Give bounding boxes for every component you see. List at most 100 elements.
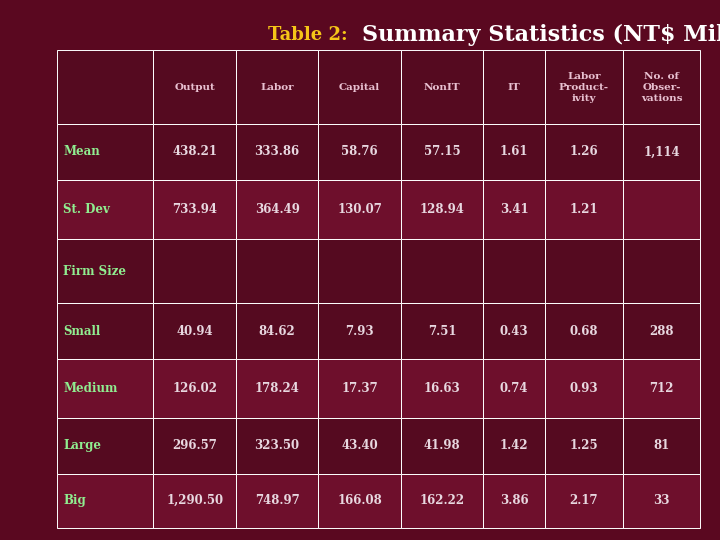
Text: 1.21: 1.21: [570, 203, 598, 216]
Text: 712: 712: [649, 382, 674, 395]
Text: 1.26: 1.26: [570, 145, 598, 158]
Text: Firm Size: Firm Size: [63, 265, 126, 278]
Bar: [623, 474, 700, 528]
Bar: [401, 124, 483, 180]
Text: 166.08: 166.08: [337, 494, 382, 507]
Bar: [401, 359, 483, 418]
Text: 17.37: 17.37: [341, 382, 378, 395]
Bar: [483, 474, 545, 528]
Text: NonIT: NonIT: [424, 83, 460, 92]
Bar: [545, 474, 623, 528]
Bar: [57, 474, 153, 528]
Bar: [236, 359, 318, 418]
Bar: [236, 303, 318, 359]
Bar: [623, 303, 700, 359]
Text: 1,290.50: 1,290.50: [166, 494, 223, 507]
Bar: [623, 418, 700, 474]
Text: 0.43: 0.43: [500, 325, 528, 338]
Text: 57.15: 57.15: [424, 145, 460, 158]
Bar: [153, 50, 236, 124]
Text: Labor
Product-
ivity: Labor Product- ivity: [559, 71, 609, 103]
Text: 130.07: 130.07: [337, 203, 382, 216]
Bar: [236, 239, 318, 303]
Text: Big: Big: [63, 494, 86, 507]
Text: Medium: Medium: [63, 382, 117, 395]
Bar: [483, 303, 545, 359]
Text: IT: IT: [508, 83, 521, 92]
Bar: [236, 418, 318, 474]
Text: 128.94: 128.94: [420, 203, 464, 216]
Bar: [236, 474, 318, 528]
Text: 43.40: 43.40: [341, 440, 378, 453]
Text: 126.02: 126.02: [172, 382, 217, 395]
Text: 3.86: 3.86: [500, 494, 528, 507]
Text: 748.97: 748.97: [255, 494, 300, 507]
Bar: [623, 359, 700, 418]
Text: 1.61: 1.61: [500, 145, 528, 158]
Text: 0.74: 0.74: [500, 382, 528, 395]
Bar: [483, 50, 545, 124]
Bar: [318, 50, 401, 124]
Bar: [153, 239, 236, 303]
Bar: [153, 359, 236, 418]
Text: St. Dev: St. Dev: [63, 203, 110, 216]
Text: Small: Small: [63, 325, 100, 338]
Text: 40.94: 40.94: [176, 325, 213, 338]
Text: 288: 288: [649, 325, 674, 338]
Bar: [545, 418, 623, 474]
Text: 1,114: 1,114: [643, 145, 680, 158]
Text: Table 2:: Table 2:: [268, 26, 360, 44]
Bar: [57, 359, 153, 418]
Text: 323.50: 323.50: [255, 440, 300, 453]
Bar: [401, 418, 483, 474]
Text: Mean: Mean: [63, 145, 100, 158]
Text: 1.42: 1.42: [500, 440, 528, 453]
Bar: [57, 303, 153, 359]
Text: 2.17: 2.17: [570, 494, 598, 507]
Bar: [545, 124, 623, 180]
Bar: [545, 239, 623, 303]
Bar: [318, 303, 401, 359]
Bar: [401, 474, 483, 528]
Text: Capital: Capital: [339, 83, 380, 92]
Bar: [153, 303, 236, 359]
Text: 3.41: 3.41: [500, 203, 528, 216]
Text: Labor: Labor: [261, 83, 294, 92]
Bar: [483, 124, 545, 180]
Bar: [483, 418, 545, 474]
Text: Large: Large: [63, 440, 101, 453]
Bar: [623, 239, 700, 303]
Bar: [236, 50, 318, 124]
Text: 33: 33: [653, 494, 670, 507]
Text: 41.98: 41.98: [424, 440, 460, 453]
Text: 733.94: 733.94: [172, 203, 217, 216]
Bar: [545, 303, 623, 359]
Bar: [623, 180, 700, 239]
Bar: [57, 50, 153, 124]
Bar: [401, 50, 483, 124]
Text: 0.93: 0.93: [570, 382, 598, 395]
Text: 178.24: 178.24: [255, 382, 300, 395]
Bar: [236, 124, 318, 180]
Bar: [318, 418, 401, 474]
Bar: [545, 359, 623, 418]
Text: 7.93: 7.93: [346, 325, 374, 338]
Text: 84.62: 84.62: [258, 325, 295, 338]
Text: 296.57: 296.57: [172, 440, 217, 453]
Bar: [153, 180, 236, 239]
Text: 0.68: 0.68: [570, 325, 598, 338]
Bar: [318, 239, 401, 303]
Bar: [153, 124, 236, 180]
Bar: [483, 239, 545, 303]
Bar: [57, 124, 153, 180]
Text: No. of
Obser-
vations: No. of Obser- vations: [641, 71, 683, 103]
Bar: [57, 239, 153, 303]
Text: 7.51: 7.51: [428, 325, 456, 338]
Text: 364.49: 364.49: [255, 203, 300, 216]
Bar: [318, 124, 401, 180]
Bar: [153, 474, 236, 528]
Text: 16.63: 16.63: [424, 382, 461, 395]
Text: Output: Output: [174, 83, 215, 92]
Bar: [318, 180, 401, 239]
Bar: [401, 239, 483, 303]
